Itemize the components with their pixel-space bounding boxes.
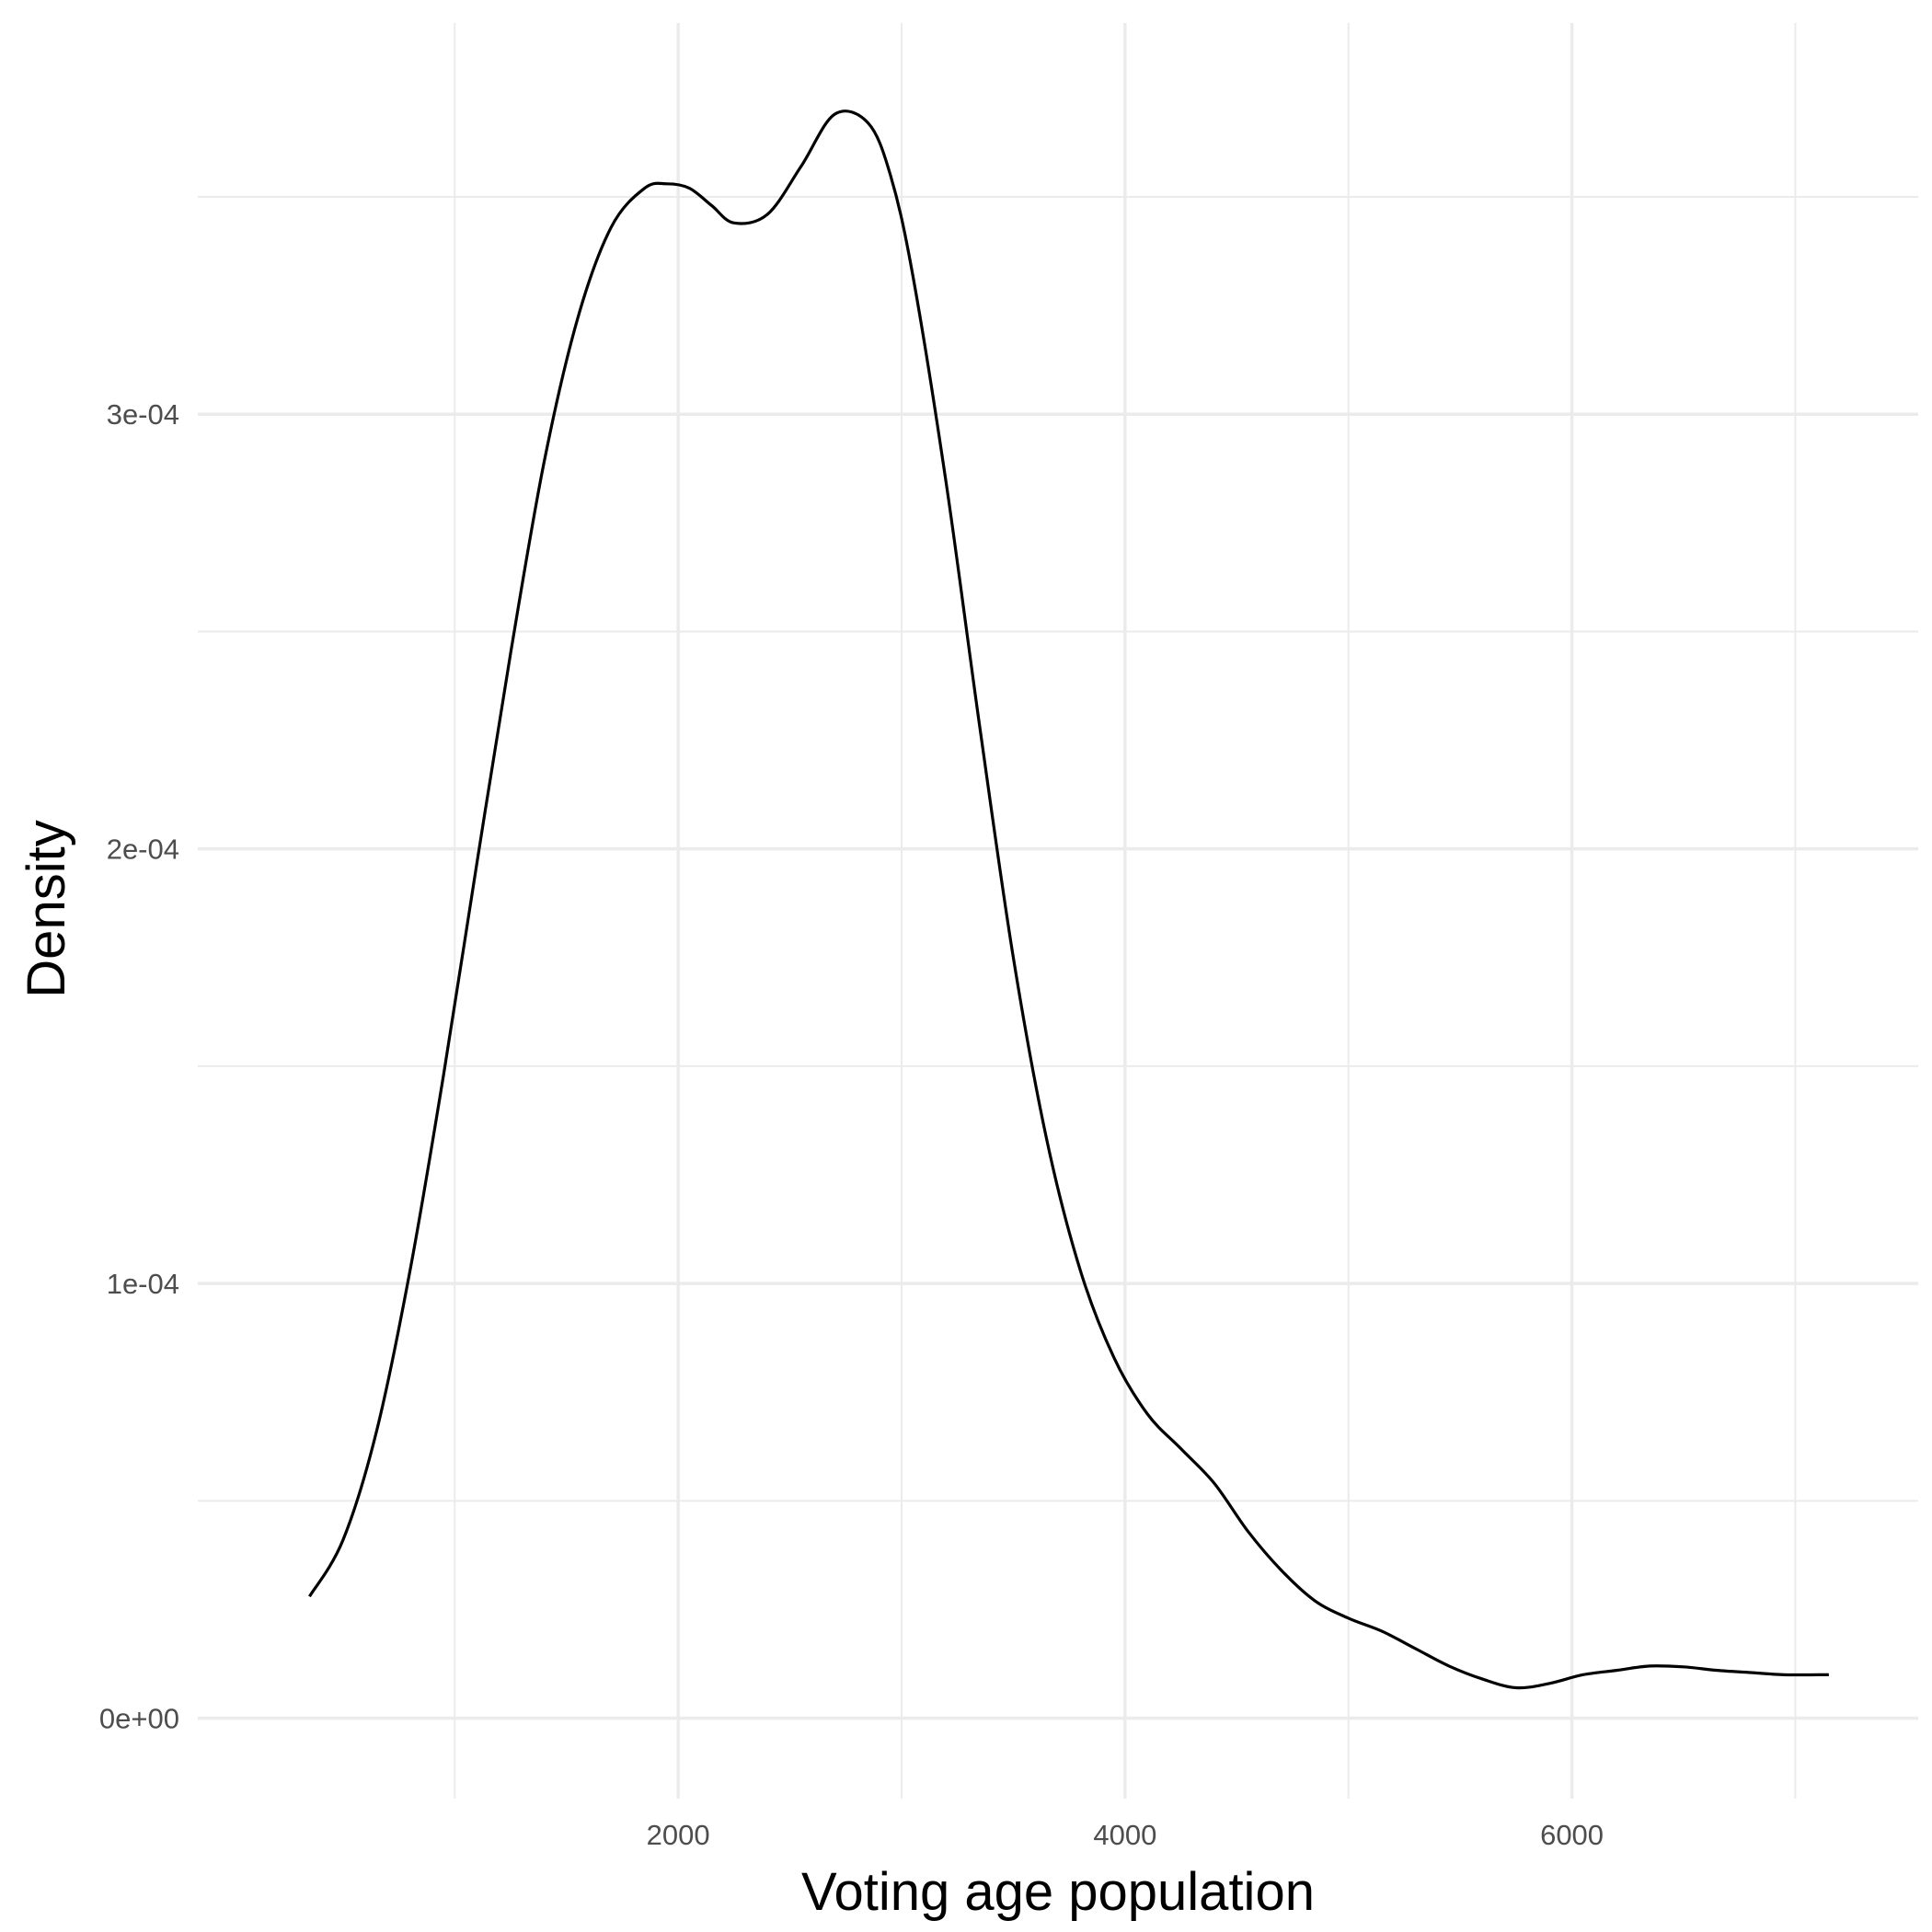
x-axis-title: Voting age population bbox=[801, 1862, 1315, 1922]
x-tick-label: 6000 bbox=[1540, 1819, 1604, 1851]
y-tick-label: 1e-04 bbox=[107, 1268, 179, 1300]
y-axis-title: Density bbox=[17, 820, 76, 997]
y-tick-label: 3e-04 bbox=[107, 398, 179, 431]
y-tick-label: 0e+00 bbox=[99, 1703, 179, 1735]
x-tick-label: 4000 bbox=[1093, 1819, 1156, 1851]
density-series bbox=[308, 109, 1829, 1690]
major-gridlines bbox=[198, 23, 1918, 1799]
y-axis-tick-labels: 0e+00 1e-04 2e-04 3e-04 bbox=[99, 398, 179, 1734]
density-curve bbox=[308, 109, 1829, 1690]
x-tick-label: 2000 bbox=[647, 1819, 710, 1851]
minor-gridlines bbox=[198, 23, 1918, 1799]
x-axis-tick-labels: 2000 4000 6000 bbox=[647, 1819, 1604, 1851]
y-tick-label: 2e-04 bbox=[107, 834, 179, 866]
